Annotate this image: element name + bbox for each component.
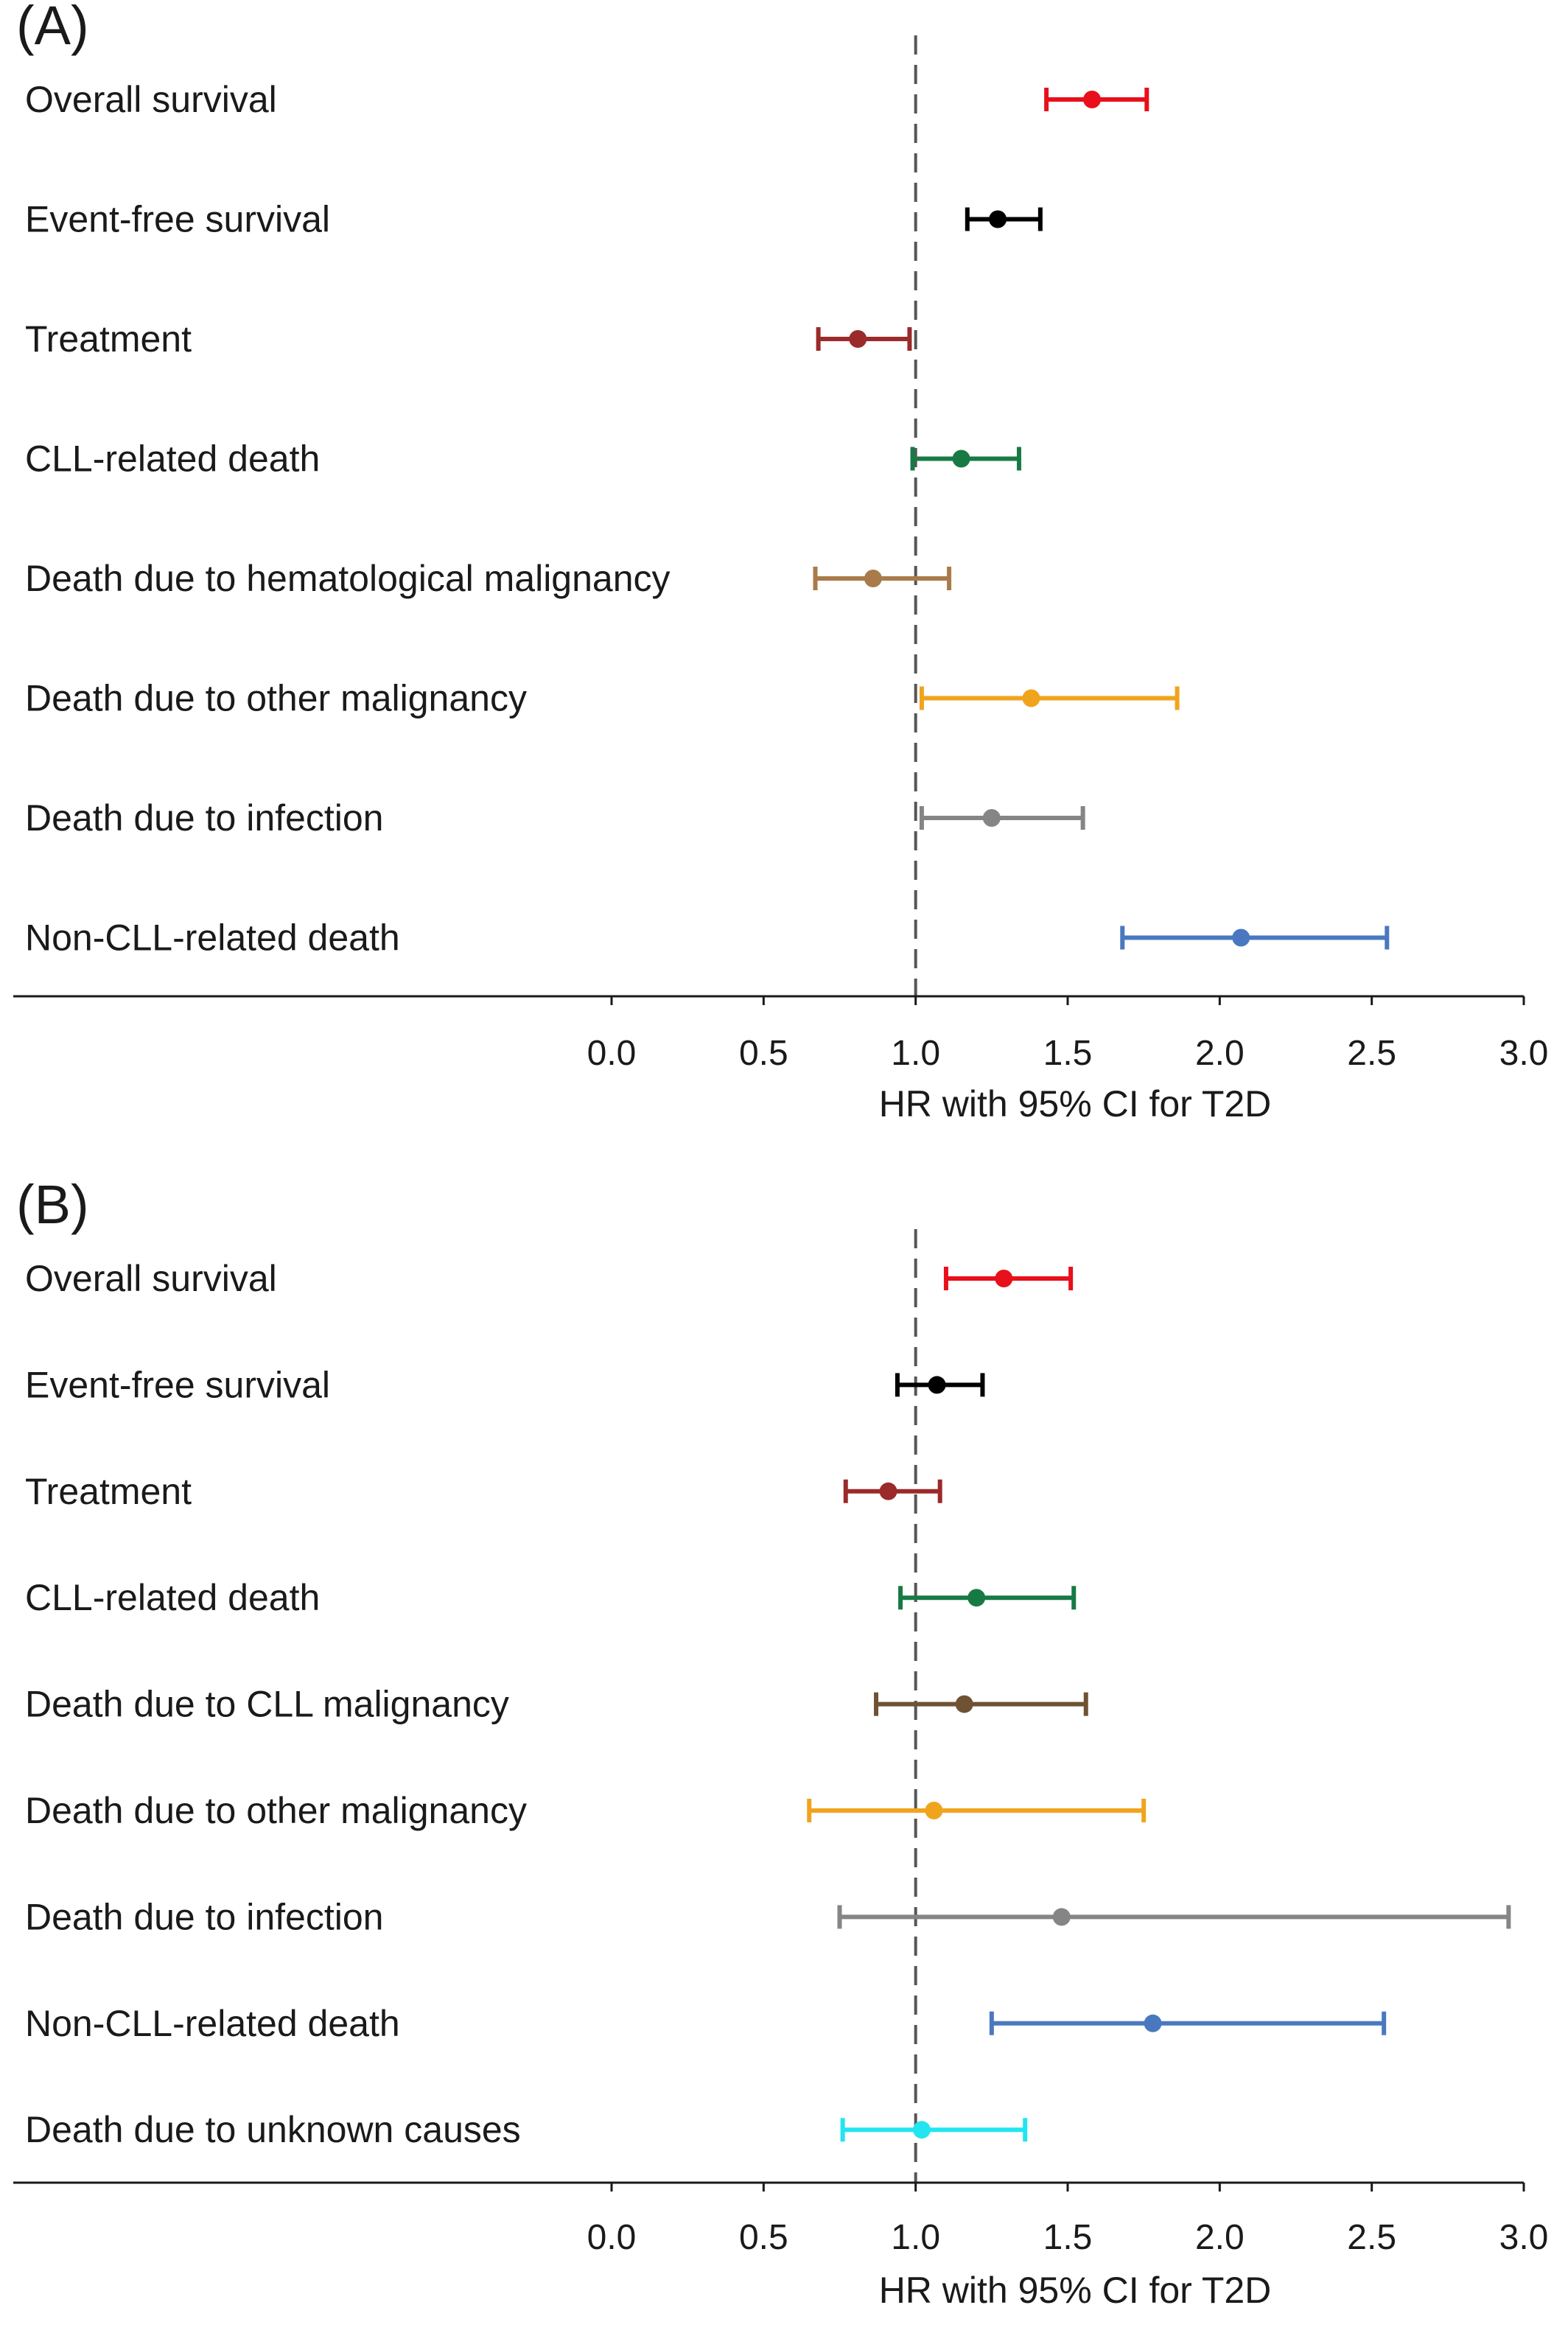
x-tick-label: 2.5 [1347,2218,1396,2257]
row-label: Non-CLL-related death [25,2003,400,2044]
x-axis-title: HR with 95% CI for T2D [879,1083,1272,1124]
hr-point [1083,91,1102,108]
hr-point [995,1270,1013,1287]
hr-point [989,210,1007,228]
hr-point [912,2121,931,2139]
ci-marker [816,327,912,351]
ci-marker [895,1373,985,1397]
hr-point [1144,2014,1162,2032]
row-label: Overall survival [25,1258,277,1299]
ci-marker [843,1479,942,1503]
x-tick-label: 1.5 [1043,2218,1093,2257]
x-tick-label: 0.0 [587,1034,637,1073]
panel-b: (B) Overall survival Event-free survival Tr… [13,1174,1548,2311]
row-label: Death due to infection [25,797,383,839]
x-tick-label: 3.0 [1499,2218,1549,2257]
panel-label: (A) [16,0,89,56]
ci-marker [840,2118,1028,2142]
row-label: Death due to infection [25,1896,383,1937]
ci-marker [807,1799,1147,1822]
x-tick-label: 1.5 [1043,1034,1093,1073]
row-label: Death due to other malignancy [25,1790,527,1831]
row-label: Non-CLL-related death [25,917,400,959]
x-tick-label: 0.5 [739,2218,788,2257]
hr-point [952,450,970,468]
x-tick-label: 2.5 [1347,1034,1396,1073]
ci-marker [1044,88,1149,111]
x-tick-label: 3.0 [1499,1034,1549,1073]
row-label: Event-free survival [25,1364,330,1405]
row-label: CLL-related death [25,1577,320,1618]
hr-point [967,1589,986,1607]
row-label: Overall survival [25,79,277,120]
hr-point [982,809,1001,827]
ci-marker [813,567,952,590]
x-tick-label: 2.0 [1195,1034,1245,1073]
row-label: Death due to CLL malignancy [25,1684,509,1725]
row-label: Death due to hematological malignancy [25,558,671,599]
ci-marker [837,1905,1511,1929]
hr-point [955,1695,973,1713]
hr-point [1052,1908,1071,1926]
row-label: CLL-related death [25,438,320,480]
hr-point [925,1802,943,1819]
ci-marker [1120,926,1390,950]
x-tick-label: 1.0 [891,1034,940,1073]
hr-point [1022,689,1040,707]
hr-point [849,330,867,348]
row-label: Death due to other malignancy [25,678,527,719]
ci-marker [989,2011,1387,2035]
ci-marker [919,806,1085,830]
x-tick-label: 2.0 [1195,2218,1245,2257]
ci-marker [943,1267,1074,1290]
hr-point [864,570,882,587]
panel-a: (A) Overall survival Event-free survival Tr… [13,0,1548,1124]
ci-marker [898,1586,1077,1610]
ci-marker [910,447,1021,471]
x-tick-label: 0.5 [739,1034,788,1073]
x-tick-label: 0.0 [587,2218,637,2257]
hr-point [928,1376,946,1394]
ci-marker [919,686,1180,710]
hr-point [879,1482,897,1500]
panel-label: (B) [16,1174,89,1235]
row-label: Treatment [25,318,192,360]
x-axis-title: HR with 95% CI for T2D [879,2270,1272,2311]
ci-marker [965,207,1043,231]
hr-point [1232,928,1250,947]
row-label: Treatment [25,1471,192,1512]
row-label: Event-free survival [25,199,330,240]
row-label: Death due to unknown causes [25,2109,521,2150]
ci-marker [874,1692,1088,1716]
x-tick-label: 1.0 [891,2218,940,2257]
